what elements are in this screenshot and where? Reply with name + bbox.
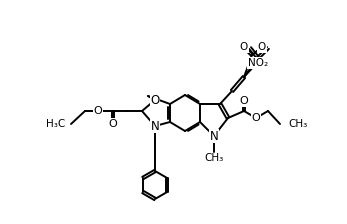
Text: N: N	[151, 119, 159, 133]
Text: O: O	[150, 93, 160, 106]
Text: O: O	[109, 119, 117, 129]
Text: O: O	[258, 42, 266, 52]
Text: O: O	[252, 113, 260, 123]
Text: N: N	[210, 129, 218, 142]
Text: O: O	[240, 96, 248, 106]
Text: NO₂: NO₂	[248, 58, 268, 68]
Text: H₃C: H₃C	[46, 119, 65, 129]
Text: O: O	[240, 42, 248, 52]
Text: CH₃: CH₃	[288, 119, 307, 129]
Text: O: O	[94, 106, 102, 116]
Text: CH₃: CH₃	[204, 153, 223, 163]
